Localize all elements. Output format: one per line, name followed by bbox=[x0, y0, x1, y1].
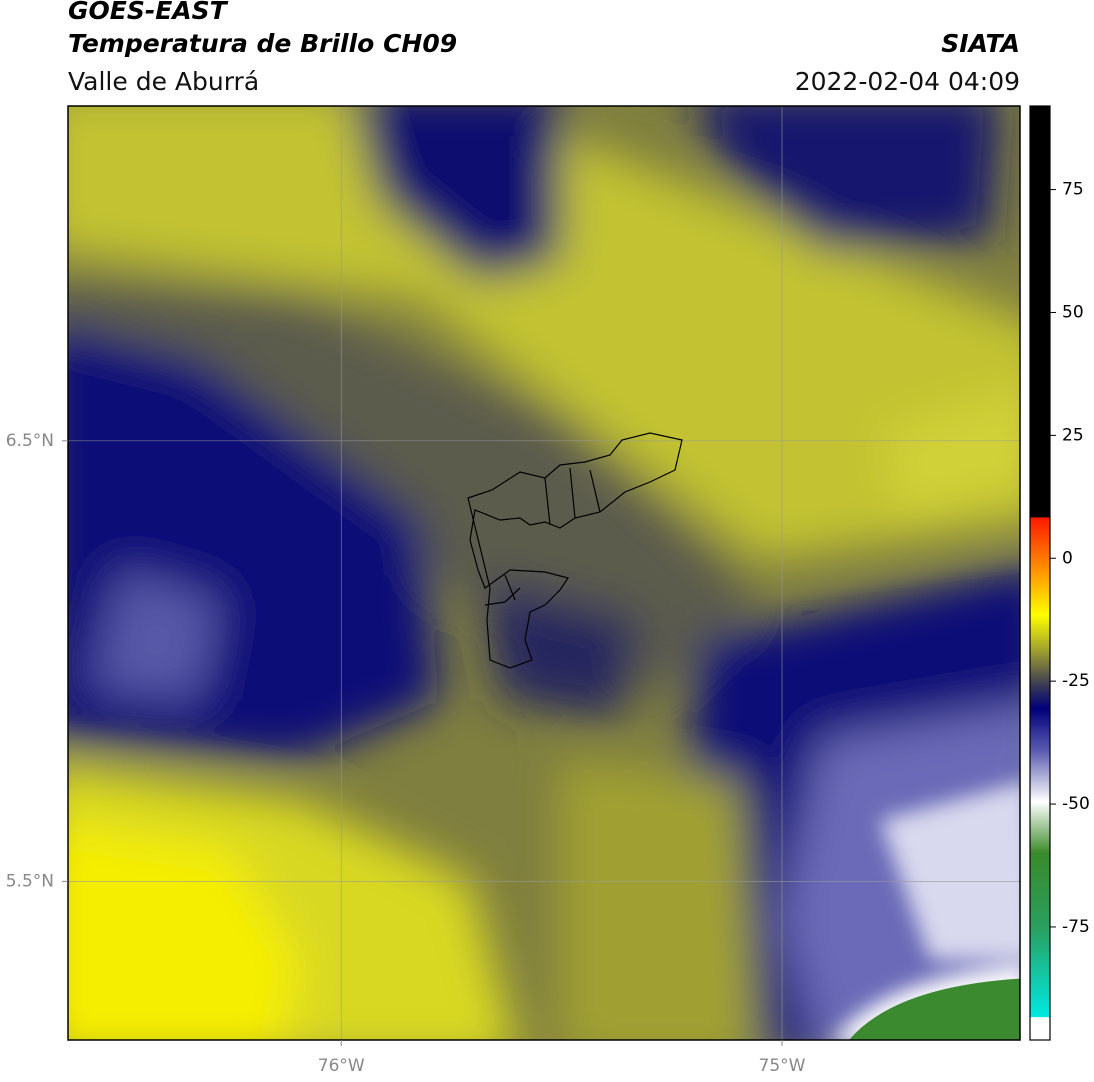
y-tick-label: 6.5°N bbox=[6, 431, 54, 451]
colorbar-tick-label: 75 bbox=[1062, 180, 1084, 200]
satellite-image bbox=[68, 106, 1020, 1040]
x-tick-label: 76°W bbox=[318, 1056, 365, 1076]
colorbar-tick-label: -75 bbox=[1062, 917, 1090, 937]
x-tick-label: 75°W bbox=[759, 1056, 806, 1076]
region: Valle de Aburrá bbox=[68, 67, 259, 96]
colorbar-tick-label: -25 bbox=[1062, 671, 1090, 691]
timestamp: 2022-02-04 04:09 bbox=[795, 67, 1020, 96]
colorbar-tick-label: 25 bbox=[1062, 425, 1084, 445]
colorbar bbox=[1029, 105, 1051, 1041]
colorbar-tick-label: -50 bbox=[1062, 794, 1090, 814]
colorbar-tick-label: 0 bbox=[1062, 548, 1073, 568]
title: GOES-EAST bbox=[68, 0, 229, 25]
map-frame bbox=[67, 105, 1021, 1041]
colorbar-tick-label: 50 bbox=[1062, 302, 1084, 322]
source: SIATA bbox=[941, 29, 1020, 58]
subtitle: Temperatura de Brillo CH09 bbox=[68, 29, 457, 58]
y-tick-label: 5.5°N bbox=[6, 871, 54, 891]
municipality-outlines bbox=[467, 432, 683, 669]
